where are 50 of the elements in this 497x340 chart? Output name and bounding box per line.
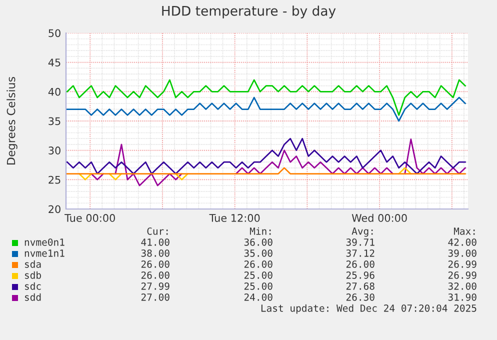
- legend-label: sda: [25, 260, 41, 268]
- text: 25.00: [244, 282, 272, 290]
- line-series: [66, 79, 466, 116]
- line-series: [66, 96, 466, 122]
- text: 31.90: [448, 293, 476, 301]
- line-series: [66, 138, 466, 174]
- text: 26.00: [141, 260, 170, 268]
- y-tick-label: 30: [48, 146, 60, 154]
- text: 38.00: [141, 249, 170, 257]
- text: 26.00: [244, 260, 272, 268]
- text: 39.00: [448, 249, 476, 257]
- y-tick-label: 35: [48, 117, 60, 126]
- text: 24.00: [244, 293, 272, 301]
- text: 27.68: [346, 282, 374, 290]
- text: 26.99: [448, 260, 476, 268]
- x-tick-label: Tue 12:00: [209, 214, 260, 222]
- y-tick-label: 50: [48, 29, 60, 38]
- text: Cur:: [147, 227, 168, 235]
- text: 27.99: [141, 282, 170, 290]
- legend-label: nvme0n1: [24, 238, 64, 246]
- text: 26.00: [141, 271, 170, 279]
- text: 42.00: [448, 238, 476, 246]
- text: 35.00: [244, 249, 272, 257]
- legend-label: sdd: [25, 293, 41, 301]
- text: 37.12: [346, 249, 374, 257]
- y-tick-label: 25: [48, 176, 60, 184]
- chart-title: HDD temperature - by day: [162, 6, 336, 18]
- text: Last update: Wed Dec 24 07:20:04 2025: [261, 304, 476, 314]
- y-axis-title: Degrees Celsius: [6, 76, 18, 164]
- legend-label: sdb: [25, 271, 41, 279]
- x-tick-label: Tue 00:00: [64, 214, 115, 222]
- text: Avg:: [352, 228, 373, 237]
- y-tick-label: 40: [48, 88, 60, 96]
- text: 26.30: [346, 293, 374, 301]
- text: 39.71: [346, 238, 374, 246]
- y-tick-label: 20: [48, 205, 60, 214]
- text: 32.00: [448, 282, 476, 290]
- text: 27.00: [141, 293, 170, 301]
- legend-label: sdc: [25, 282, 41, 290]
- text: 26.99: [448, 271, 476, 279]
- y-tick-label: 45: [48, 58, 60, 66]
- text: 25.96: [346, 271, 374, 279]
- text: 36.00: [244, 238, 272, 246]
- text: Min:: [250, 227, 271, 235]
- legend-label: nvme1n1: [24, 250, 64, 257]
- text: 41.00: [141, 238, 170, 246]
- text: 26.00: [346, 260, 374, 268]
- text: Max:: [454, 228, 475, 235]
- text: 25.00: [244, 271, 272, 279]
- x-tick-label: Wed 00:00: [352, 214, 407, 222]
